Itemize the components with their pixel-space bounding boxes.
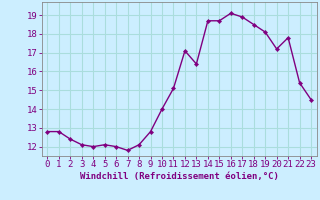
X-axis label: Windchill (Refroidissement éolien,°C): Windchill (Refroidissement éolien,°C) (80, 172, 279, 181)
